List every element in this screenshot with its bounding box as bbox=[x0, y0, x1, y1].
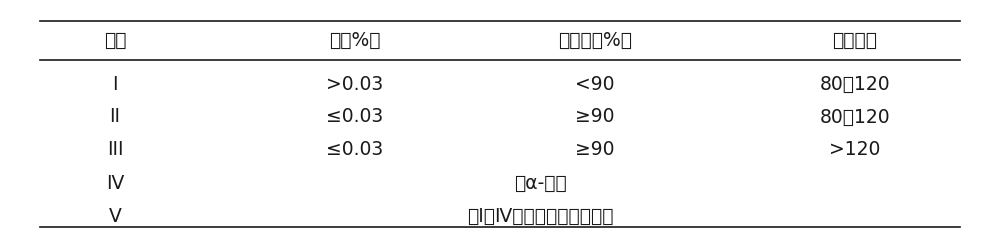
Text: 饱和烃（%）: 饱和烃（%） bbox=[558, 31, 632, 50]
Text: 硬（%）: 硬（%） bbox=[329, 31, 381, 50]
Text: 粘度指数: 粘度指数 bbox=[832, 31, 878, 50]
Text: III: III bbox=[107, 140, 123, 159]
Text: ≥90: ≥90 bbox=[575, 140, 615, 159]
Text: ≤0.03: ≤0.03 bbox=[326, 140, 384, 159]
Text: 除Ⅰ到Ⅳ类以外的所有基础油: 除Ⅰ到Ⅳ类以外的所有基础油 bbox=[467, 207, 613, 226]
Text: <90: <90 bbox=[575, 75, 615, 94]
Text: IV: IV bbox=[106, 174, 124, 193]
Text: II: II bbox=[110, 107, 120, 127]
Text: 聚α-烯烃: 聚α-烯烃 bbox=[514, 174, 566, 193]
Text: I: I bbox=[112, 75, 118, 94]
Text: >0.03: >0.03 bbox=[326, 75, 384, 94]
Text: >120: >120 bbox=[829, 140, 881, 159]
Text: ≥90: ≥90 bbox=[575, 107, 615, 127]
Text: 类别: 类别 bbox=[104, 31, 126, 50]
Text: 80～120: 80～120 bbox=[820, 75, 890, 94]
Text: 80～120: 80～120 bbox=[820, 107, 890, 127]
Text: V: V bbox=[109, 207, 121, 226]
Text: ≤0.03: ≤0.03 bbox=[326, 107, 384, 127]
